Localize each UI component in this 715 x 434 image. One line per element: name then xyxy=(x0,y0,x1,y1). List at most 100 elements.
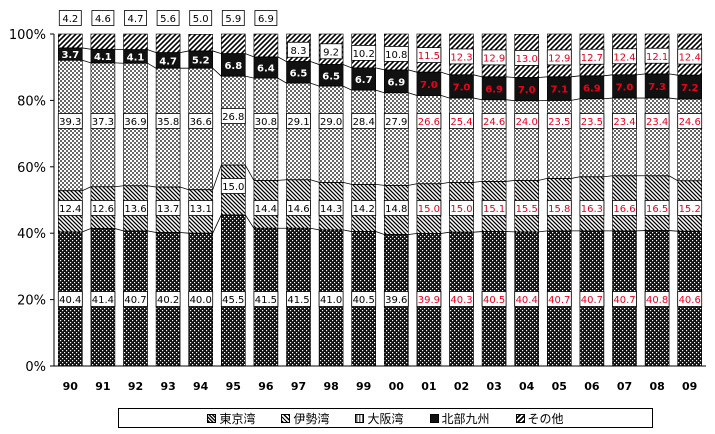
data-label: 14.4 xyxy=(255,204,277,215)
data-label: 23.4 xyxy=(646,117,668,128)
data-label: 12.4 xyxy=(679,53,701,64)
data-label: 4.7 xyxy=(159,56,177,67)
data-label: 12.6 xyxy=(92,204,114,215)
data-label: 12.7 xyxy=(581,53,603,64)
data-label-box xyxy=(449,48,474,65)
legend-label: 大阪湾 xyxy=(367,411,404,426)
data-label-box xyxy=(579,291,605,307)
bar-segment-3 xyxy=(416,95,442,185)
data-label: 13.0 xyxy=(516,54,538,65)
x-tick-label: 98 xyxy=(323,380,338,393)
data-label: 10.2 xyxy=(353,49,375,60)
data-label: 5.6 xyxy=(160,14,176,25)
data-label-box xyxy=(91,10,115,26)
data-label-box xyxy=(449,200,474,216)
y-tick-label: 40% xyxy=(17,227,46,242)
bar-segment-3 xyxy=(579,98,605,178)
data-label: 40.7 xyxy=(613,295,635,306)
data-label: 6.5 xyxy=(290,68,308,79)
data-label-box xyxy=(481,113,507,129)
data-label: 5.2 xyxy=(192,56,210,67)
data-label-box xyxy=(677,48,703,65)
data-label: 12.4 xyxy=(613,52,635,63)
data-label-box xyxy=(351,200,377,216)
x-tick-label: 96 xyxy=(258,380,274,393)
data-label-box xyxy=(318,113,344,129)
data-label-box xyxy=(416,113,442,129)
data-label: 8.3 xyxy=(291,46,307,57)
data-label: 4.6 xyxy=(95,14,111,25)
data-label: 29.0 xyxy=(320,117,342,128)
data-label: 6.9 xyxy=(485,84,503,95)
legend-item-3: 大阪湾 xyxy=(355,410,404,427)
bar-segment-4 xyxy=(644,73,670,99)
data-label-box xyxy=(220,178,246,194)
data-label: 7.1 xyxy=(550,85,568,96)
data-label-box xyxy=(318,200,344,216)
data-label: 23.5 xyxy=(581,117,603,128)
legend-swatch xyxy=(515,413,525,423)
x-tick-label: 92 xyxy=(128,380,143,393)
data-label: 5.9 xyxy=(225,14,241,25)
data-label-box xyxy=(612,291,637,307)
x-tick-label: 09 xyxy=(682,380,697,393)
data-label: 6.7 xyxy=(355,75,373,86)
legend-item-2: 伊勢湾 xyxy=(281,410,329,427)
data-label-box xyxy=(123,113,148,129)
x-tick-label: 00 xyxy=(389,380,405,393)
data-label-box xyxy=(579,200,605,216)
data-label-box xyxy=(514,113,540,129)
y-tick-label: 20% xyxy=(17,294,46,309)
data-label: 30.8 xyxy=(255,117,277,128)
data-label-box xyxy=(287,41,310,58)
legend-swatch xyxy=(207,413,217,423)
legend-label: その他 xyxy=(527,411,564,426)
data-label: 10.8 xyxy=(385,50,407,61)
data-label-box xyxy=(481,200,507,216)
data-label: 40.6 xyxy=(679,295,701,306)
x-tick-label: 90 xyxy=(63,380,79,393)
data-label: 39.6 xyxy=(385,295,407,306)
data-label: 40.7 xyxy=(581,295,603,306)
data-label: 11.5 xyxy=(418,51,440,62)
data-label-box xyxy=(449,113,474,129)
data-label-box xyxy=(189,10,213,26)
data-label: 13.1 xyxy=(190,204,212,215)
data-label-box xyxy=(220,108,246,124)
data-label-box xyxy=(677,291,703,307)
bar-segment-3 xyxy=(449,97,474,183)
data-label-box xyxy=(383,46,409,62)
data-label: 13.7 xyxy=(157,204,179,215)
data-label: 41.0 xyxy=(320,295,342,306)
data-label: 35.8 xyxy=(157,117,179,128)
data-label-box xyxy=(416,47,442,63)
data-label-box xyxy=(90,200,116,216)
bar-segment-5 xyxy=(90,33,116,50)
data-label-box xyxy=(286,113,311,129)
data-label-box xyxy=(57,200,83,216)
data-label-box xyxy=(188,291,214,307)
data-label: 41.5 xyxy=(287,295,309,306)
data-label: 15.8 xyxy=(548,204,570,215)
data-label: 41.5 xyxy=(255,295,277,306)
data-label: 40.7 xyxy=(548,295,570,306)
bar-segment-3 xyxy=(677,98,703,182)
data-label: 23.5 xyxy=(548,117,570,128)
data-label: 7.0 xyxy=(518,85,536,96)
connector-line xyxy=(58,214,702,235)
x-tick-label: 99 xyxy=(356,380,371,393)
data-label-box xyxy=(57,113,83,129)
data-label-box xyxy=(546,113,572,129)
data-label-box xyxy=(319,43,343,60)
x-tick-label: 91 xyxy=(95,380,110,393)
connector-line xyxy=(58,164,702,192)
data-label: 15.0 xyxy=(450,204,472,215)
data-label: 40.4 xyxy=(516,295,538,306)
bar-segment-5 xyxy=(57,33,83,49)
x-tick-label: 01 xyxy=(421,380,436,393)
data-label-box xyxy=(644,291,670,307)
bar-segment-3 xyxy=(383,92,409,186)
data-label-box xyxy=(220,291,246,307)
data-label: 24.0 xyxy=(516,117,538,128)
data-label: 7.0 xyxy=(616,82,634,93)
